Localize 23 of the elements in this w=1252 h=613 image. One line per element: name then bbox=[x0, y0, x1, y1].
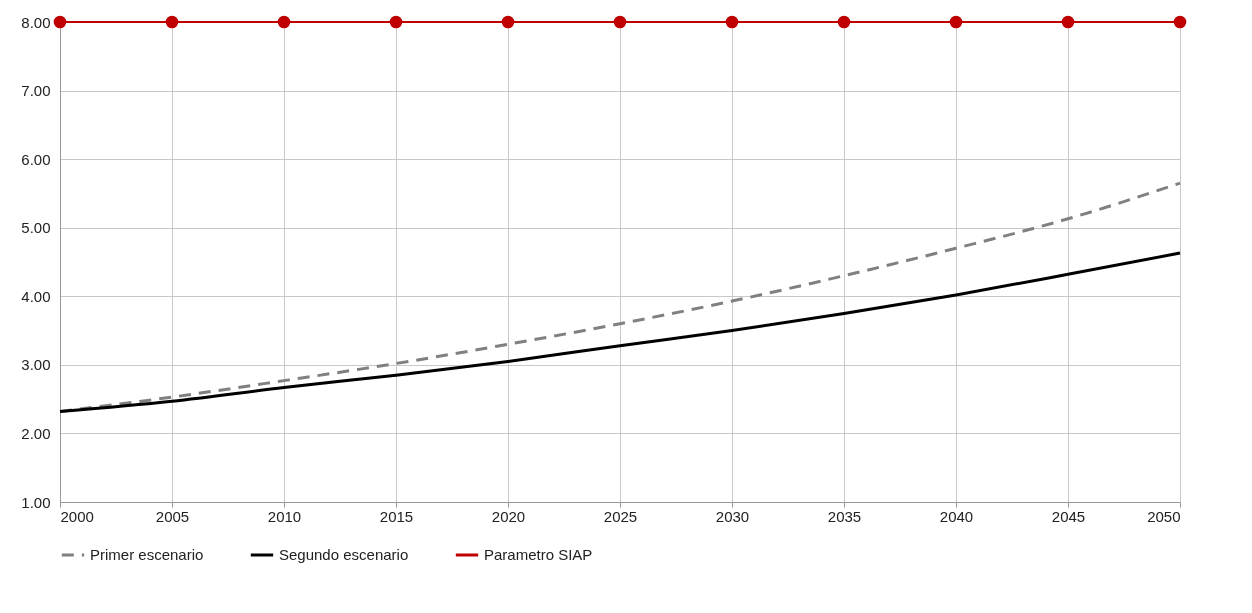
legend-label: Parametro SIAP bbox=[484, 546, 593, 563]
x-tick-label: 2010 bbox=[267, 507, 302, 525]
line-series bbox=[58, 251, 1182, 413]
y-tick-label: 6.00 bbox=[21, 150, 51, 168]
y-tick-label: 4.00 bbox=[21, 287, 51, 305]
y-tick-label: 7.00 bbox=[21, 82, 51, 100]
x-tick-label: 2050 bbox=[1147, 507, 1181, 525]
x-tick-label: 2020 bbox=[491, 507, 526, 525]
x-tick-label: 2000 bbox=[60, 507, 94, 525]
x-tick-label: 2025 bbox=[603, 507, 638, 525]
x-tick-label: 2035 bbox=[827, 507, 862, 525]
y-tick-label: 8.00 bbox=[21, 13, 51, 31]
x-tick-label: 2015 bbox=[379, 507, 414, 525]
y-tick-label: 5.00 bbox=[21, 219, 51, 237]
legend-label: Segundo escenario bbox=[279, 546, 409, 563]
y-tick-label: 3.00 bbox=[21, 356, 51, 374]
y-tick-label: 1.00 bbox=[21, 493, 51, 511]
x-tick-label: 2045 bbox=[1051, 507, 1086, 525]
x-tick-label: 2030 bbox=[715, 507, 750, 525]
legend-label: Primer escenario bbox=[90, 546, 204, 563]
x-tick-label: 2040 bbox=[939, 507, 974, 525]
y-tick-label: 2.00 bbox=[21, 424, 51, 442]
x-tick-label: 2005 bbox=[155, 507, 190, 525]
